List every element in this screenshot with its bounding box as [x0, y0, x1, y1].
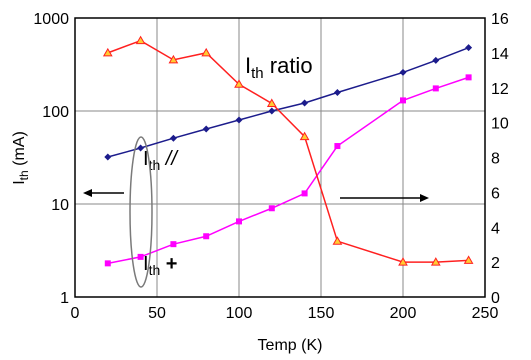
left-series-ellipse: [129, 136, 153, 288]
data-point-perpendicular: [170, 241, 177, 248]
data-point-parallel: [432, 56, 440, 64]
data-point-parallel: [235, 116, 243, 124]
x-tick-labels: 0 50 100 150 200 250: [71, 305, 499, 322]
data-point-parallel: [104, 153, 112, 161]
y-right-tick-label: 2: [491, 255, 500, 272]
data-point-perpendicular: [334, 143, 341, 150]
y-right-tick-label: 8: [491, 151, 500, 168]
data-point-perpendicular: [137, 253, 144, 260]
y-left-tick-label: 1: [60, 290, 69, 307]
x-tick-label: 250: [472, 305, 499, 322]
right-arrow: [340, 194, 429, 202]
data-point-perpendicular: [104, 260, 111, 267]
y-left-tick-labels: 1 10 100 1000: [33, 11, 69, 307]
annotation-ith-parallel: Ith //: [143, 148, 179, 173]
left-arrow: [83, 189, 124, 197]
annotation-ith-ratio-rest: ratio: [264, 53, 313, 78]
series-perpendicular: [104, 74, 472, 267]
data-point-parallel: [399, 68, 407, 76]
data-point-ratio: [234, 79, 244, 88]
y-left-tick-label: 100: [42, 104, 69, 121]
y-right-tick-label: 14: [491, 46, 509, 63]
data-point-perpendicular: [203, 233, 210, 240]
data-point-perpendicular: [432, 85, 439, 92]
series-group: [102, 35, 474, 267]
plot-frame: [74, 17, 486, 298]
y-left-tick-label: 10: [51, 197, 69, 214]
x-tick-label: 150: [308, 305, 335, 322]
annotation-ith-perp: Ith +: [143, 253, 178, 278]
y-left-tick-label: 1000: [33, 11, 69, 28]
x-tick-label: 50: [148, 305, 166, 322]
data-point-ratio: [168, 54, 179, 64]
data-point-perpendicular: [236, 218, 242, 225]
x-tick-label: 100: [226, 305, 253, 322]
data-point-parallel: [268, 107, 276, 115]
y-axis-label-sub: th: [17, 170, 31, 180]
data-point-ratio: [266, 98, 277, 107]
annotation-ith-ratio-sub: th: [251, 65, 264, 82]
annotation-ith-ratio-main: I: [245, 53, 251, 78]
y-right-tick-label: 0: [491, 290, 500, 307]
annotation-ith-perp-main: I: [143, 253, 149, 275]
data-point-ratio: [201, 47, 212, 57]
y-axis-label-unit: (mA): [11, 131, 28, 170]
data-point-perpendicular: [301, 190, 308, 197]
y-right-tick-label: 10: [491, 116, 509, 133]
y-right-tick-labels: 0 2 4 6 8 10 12 14 16: [491, 11, 509, 307]
data-point-ratio: [299, 131, 310, 141]
annotation-ith-perp-sub: th: [149, 262, 161, 278]
annotation-ith-ratio: Ith ratio: [245, 53, 313, 82]
y-axis-label-main: I: [11, 180, 28, 184]
data-point-parallel: [137, 144, 145, 152]
data-point-ratio: [430, 257, 441, 266]
data-point-ratio: [102, 47, 113, 57]
data-point-parallel: [301, 99, 309, 107]
annotation-ith-parallel-rest: //: [160, 148, 179, 170]
data-point-perpendicular: [400, 97, 406, 104]
data-point-parallel: [169, 134, 177, 142]
data-point-parallel: [333, 89, 341, 97]
data-point-perpendicular: [268, 205, 275, 212]
series-line-perpendicular: [107, 76, 469, 265]
annotation-ith-perp-rest: +: [160, 253, 177, 275]
data-point-parallel: [465, 44, 473, 52]
x-tick-label: 200: [390, 305, 417, 322]
x-axis-label: Temp (K): [258, 337, 323, 354]
data-point-perpendicular: [465, 74, 472, 81]
y-right-tick-label: 16: [491, 11, 509, 28]
y-right-tick-label: 12: [491, 81, 509, 98]
series-ratio: [102, 35, 474, 266]
annotation-ith-parallel-main: I: [143, 148, 149, 170]
data-point-ratio: [398, 257, 408, 266]
y-right-tick-label: 4: [491, 220, 500, 237]
y-axis-label: Ith (mA): [11, 131, 31, 185]
x-tick-label: 0: [71, 305, 80, 322]
data-point-ratio: [463, 255, 474, 264]
y-right-tick-label: 6: [491, 185, 500, 202]
data-point-ratio: [332, 236, 343, 245]
data-point-parallel: [202, 125, 210, 133]
series-parallel: [104, 44, 473, 161]
data-point-ratio: [135, 35, 146, 45]
annotation-ith-parallel-sub: th: [149, 157, 161, 173]
